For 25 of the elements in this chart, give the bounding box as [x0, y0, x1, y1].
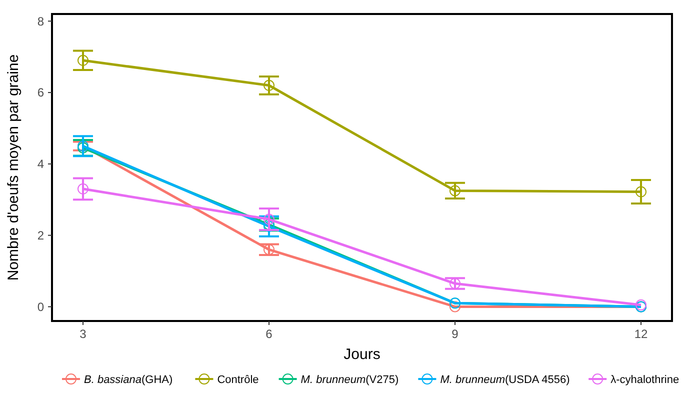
- point: [450, 301, 460, 312]
- point: [264, 214, 274, 225]
- legend-label: λ-cyhalothrine: [610, 374, 680, 386]
- point: [264, 244, 274, 256]
- point: [450, 185, 460, 196]
- point: [450, 278, 460, 290]
- y-axis-title: Nombre d'oeufs moyen par graine: [5, 54, 22, 281]
- y-tick-label: 2: [37, 228, 44, 243]
- point: [78, 54, 88, 66]
- y-tick-label: 6: [37, 86, 44, 100]
- x-tick-label: 9: [452, 327, 459, 341]
- x-tick-label: 6: [266, 327, 273, 341]
- point: [636, 186, 646, 198]
- y-tick-label: 4: [37, 157, 44, 172]
- legend-label: B. bassiana(GHA): [84, 374, 173, 386]
- legend-label: M. brunneum(USDA 4556): [440, 374, 570, 386]
- legend-label: Contrôle: [217, 374, 259, 386]
- x-axis-title: Jours: [344, 346, 380, 363]
- x-tick-label: 12: [634, 327, 648, 341]
- point: [264, 80, 274, 91]
- point: [78, 183, 88, 194]
- y-tick-label: 8: [37, 14, 44, 28]
- legend-label: M. brunneum(V275): [300, 374, 399, 386]
- x-tick-label: 3: [80, 327, 87, 341]
- y-tick-label: 0: [37, 300, 44, 314]
